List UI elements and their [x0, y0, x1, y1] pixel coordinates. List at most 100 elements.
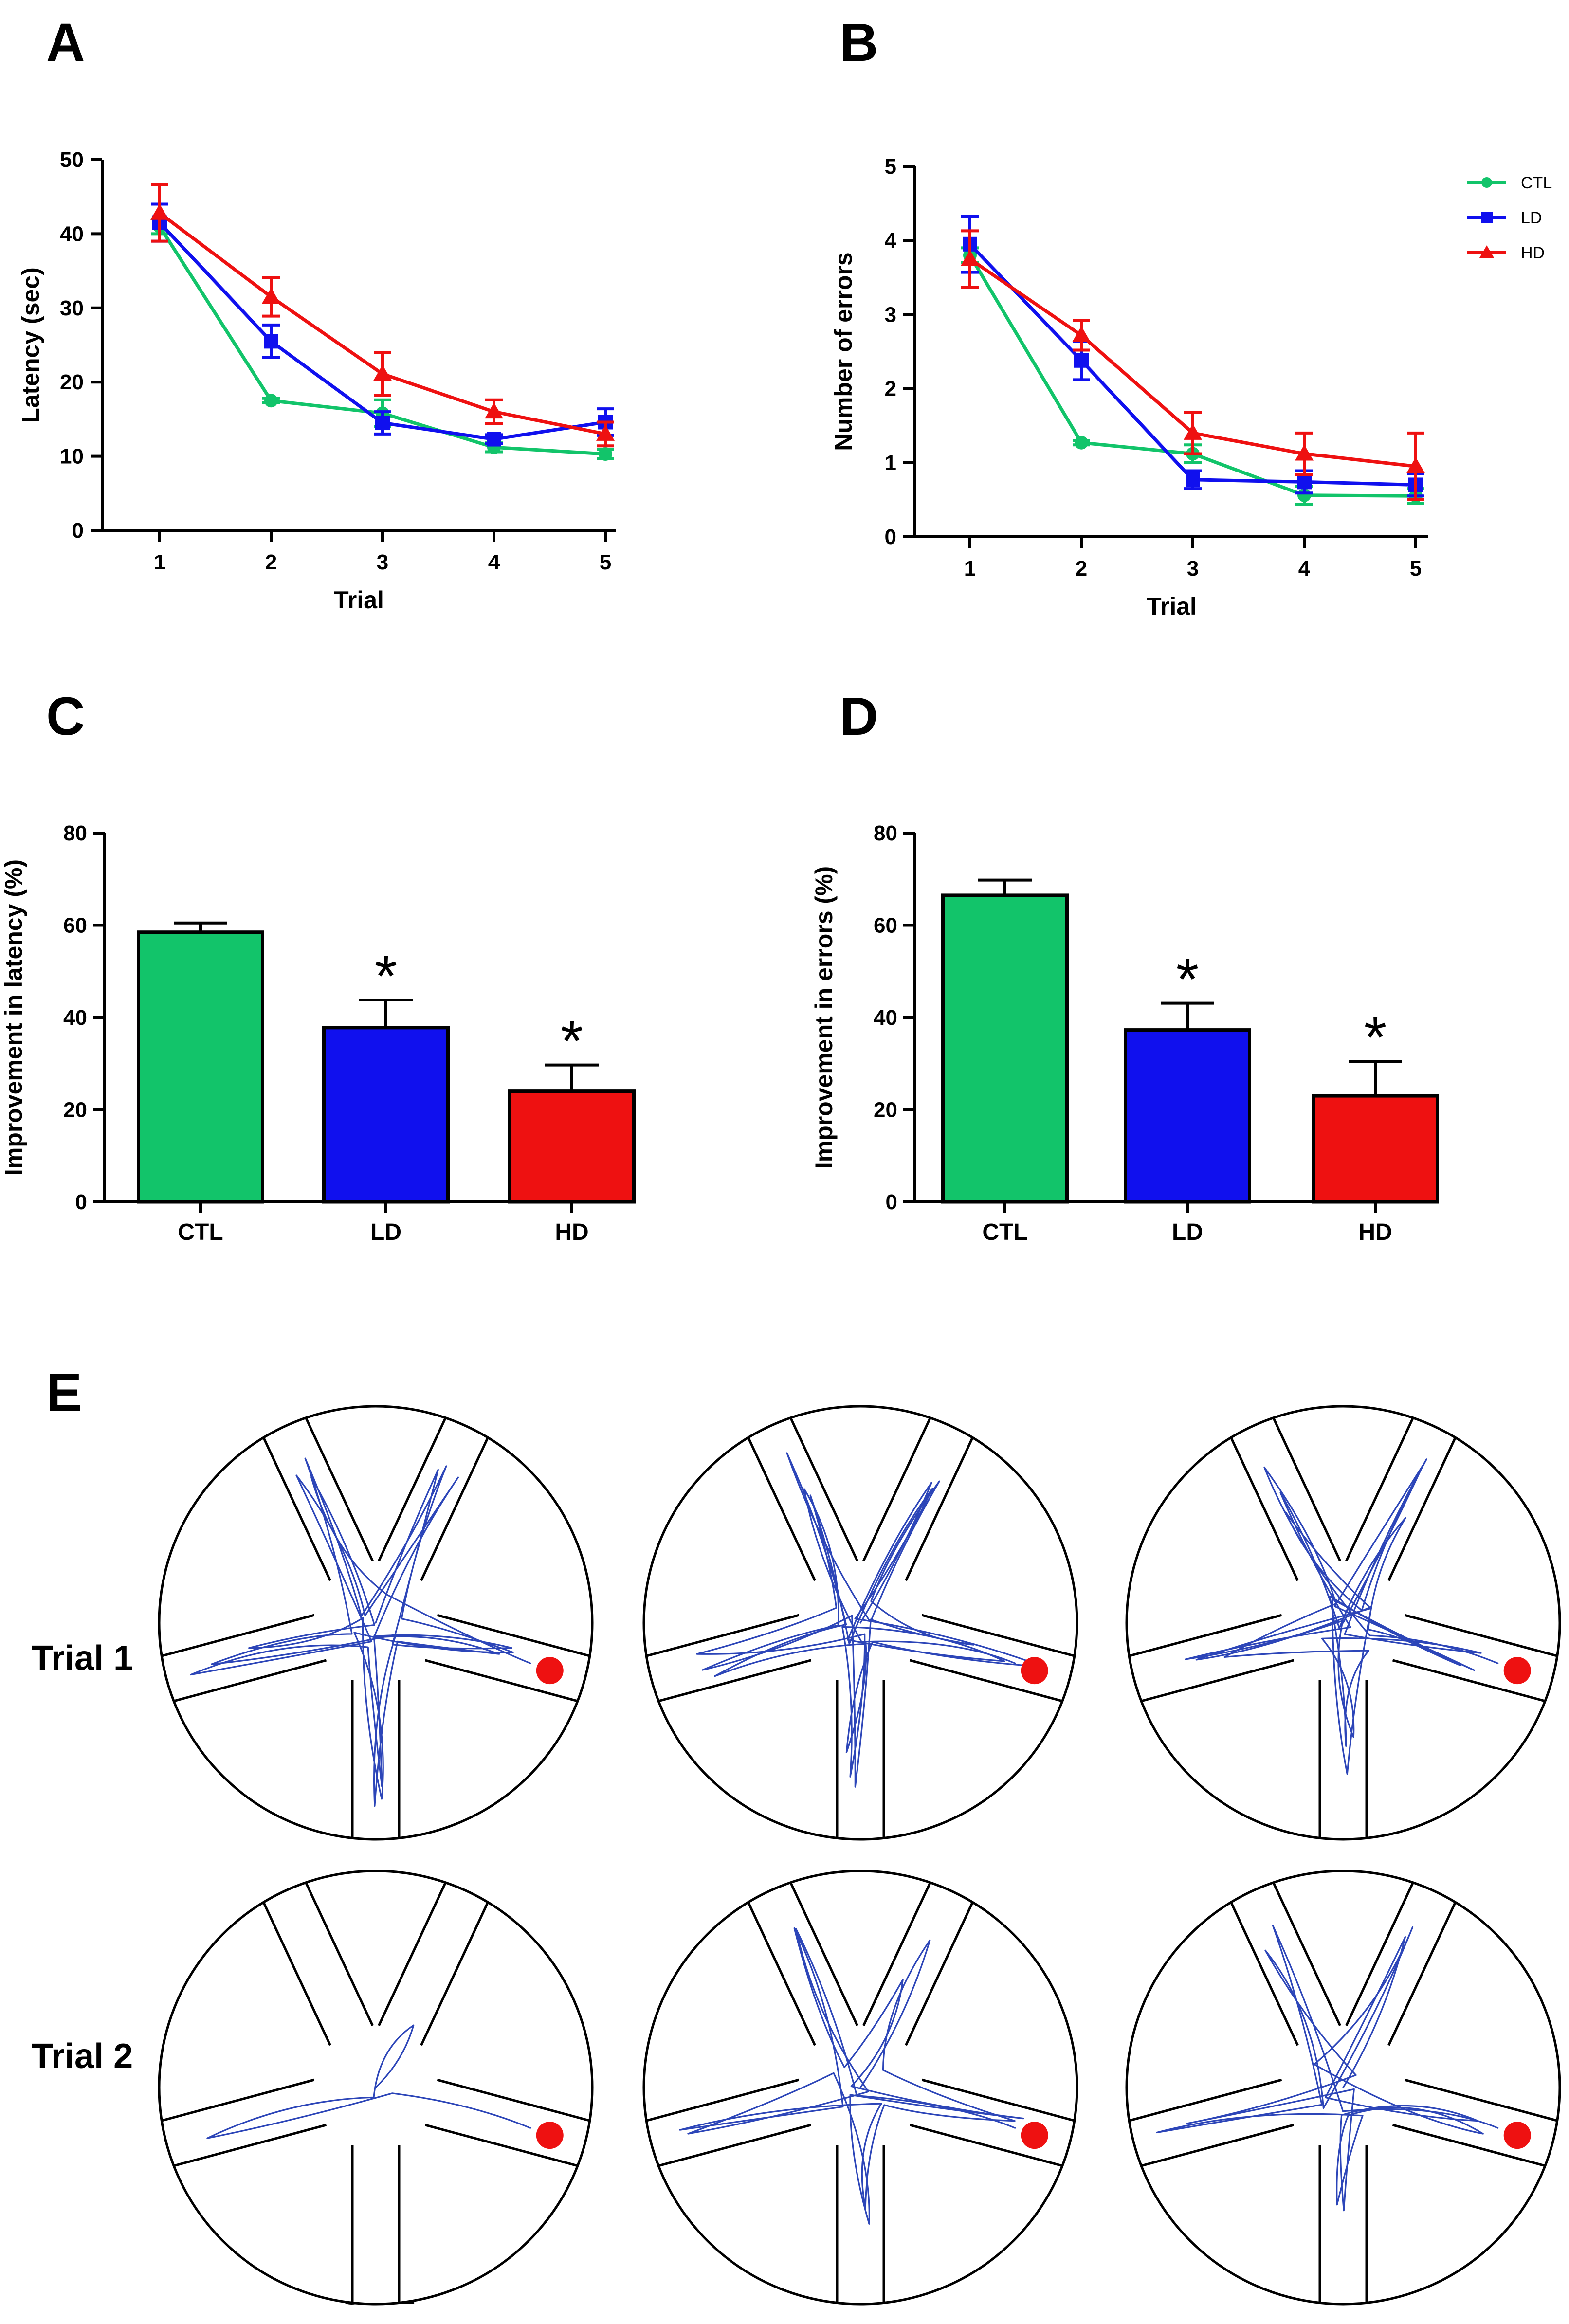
y-axis-title: Latency (sec) — [17, 267, 44, 423]
x-tick-label: 2 — [265, 550, 277, 574]
maze-track-panel: Trial 1 Trial 2 CTL LD HD — [32, 1405, 1561, 2313]
maze-arm-wall — [424, 2124, 578, 2167]
maze-arm-wall — [1392, 1659, 1546, 1703]
x-tick-label: 2 — [1076, 557, 1087, 581]
maze-arm-wall — [1129, 1614, 1282, 1657]
axes: 0 10 20 30 40 50 1 2 3 4 5 Trial Latency (sec) — [17, 148, 616, 614]
maze-r2-ctl — [158, 1870, 594, 2306]
y-tick-label: 40 — [60, 222, 84, 246]
legend-marker-ctl — [1481, 177, 1492, 188]
y-tick-label: 20 — [63, 1098, 87, 1122]
maze-arm-wall — [646, 2078, 800, 2122]
significance-star: * — [1364, 1005, 1387, 1070]
data-point-ctl — [264, 394, 278, 408]
bar-ld — [322, 1026, 450, 1204]
data-point-ld — [1074, 353, 1089, 368]
chart-b-errors: 0 1 2 3 4 5 1 2 3 4 5 Trial Number of errors CTL LD HD — [830, 155, 1552, 620]
bar-ctl — [137, 930, 264, 1204]
data-point-hd — [262, 287, 280, 304]
row-label-trial-1: Trial 1 — [32, 1639, 133, 1678]
maze-arm-wall — [905, 1437, 974, 1581]
legend-marker-hd — [1479, 245, 1494, 258]
y-tick-label: 20 — [60, 370, 84, 394]
mouse-track-path — [1185, 1458, 1499, 1775]
mouse-track-path — [190, 1457, 531, 1807]
y-tick-label: 0 — [885, 525, 896, 549]
x-tick-label: 3 — [377, 550, 388, 574]
y-tick-label: 20 — [874, 1098, 897, 1122]
maze-arm-wall — [747, 1437, 816, 1581]
y-tick-label: 0 — [72, 519, 84, 543]
maze-arm-wall — [921, 2078, 1075, 2122]
maze-arm-wall — [1272, 1882, 1341, 2026]
maze-arm-wall — [1404, 2078, 1558, 2122]
maze-r1-ctl — [158, 1405, 594, 1841]
bar-group-hd: HD * — [508, 1009, 636, 1245]
y-tick-label: 40 — [63, 1006, 87, 1030]
maze-arm-wall — [378, 1417, 447, 1561]
goal-target-dot — [1021, 2122, 1048, 2149]
legend-marker-ld — [1481, 212, 1493, 223]
y-tick-label: 2 — [885, 377, 896, 401]
data-point-ld — [264, 334, 278, 349]
y-tick-label: 4 — [885, 229, 897, 253]
chart-a-latency: 0 10 20 30 40 50 1 2 3 4 5 Trial Latency (sec) — [17, 148, 616, 614]
maze-arm-wall — [646, 1614, 800, 1657]
axes: 0 1 2 3 4 5 1 2 3 4 5 Trial Number of errors — [830, 155, 1428, 620]
data-point-hd — [1406, 457, 1425, 473]
y-tick-label: 1 — [885, 451, 896, 475]
y-tick-label: 60 — [63, 914, 87, 938]
bar-ld — [1124, 1028, 1251, 1204]
maze-r1-ld — [642, 1405, 1078, 1841]
maze-arm-wall — [1230, 1437, 1299, 1581]
mouse-track-path — [696, 1452, 1045, 1788]
data-point-hd — [1184, 423, 1202, 440]
y-tick-label: 0 — [886, 1190, 897, 1214]
maze-arm-wall — [658, 2124, 812, 2167]
maze-arm-wall — [420, 1902, 489, 2046]
x-tick-label: HD — [1358, 1219, 1392, 1245]
y-tick-label: 80 — [63, 821, 87, 845]
y-tick-label: 3 — [885, 303, 896, 327]
series-ctl — [961, 246, 1424, 506]
maze-arm-wall — [161, 2078, 315, 2122]
x-tick-label: 5 — [600, 550, 611, 574]
x-tick-label: 3 — [1187, 557, 1199, 581]
maze-arm-wall — [437, 2078, 590, 2122]
maze-arm-wall — [262, 1902, 331, 2046]
maze-arm-wall — [909, 2124, 1063, 2167]
y-axis-title: Improvement in latency (%) — [0, 859, 27, 1176]
maze-arm-wall — [1387, 1437, 1457, 1581]
maze-arm-wall — [1129, 2078, 1282, 2122]
maze-arm-wall — [424, 1659, 578, 1703]
maze-arm-wall — [905, 1902, 974, 2046]
panel-letter-c: C — [46, 687, 85, 746]
legend-label-ld: LD — [1521, 209, 1542, 227]
maze-arm-wall — [305, 1417, 374, 1561]
goal-target-dot — [536, 1657, 564, 1685]
data-point-hd — [1072, 326, 1091, 343]
panel-letter-e: E — [46, 1363, 82, 1423]
maze-arm-wall — [437, 1614, 590, 1657]
bar-group-ctl: CTL — [941, 878, 1069, 1245]
chart-c-latency-improvement: 0 20 40 60 80 Improvement in latency (%) CTL LD… — [0, 821, 636, 1245]
data-point-ctl — [1075, 436, 1088, 450]
maze-r1-hd — [1125, 1405, 1561, 1841]
x-tick-label: 4 — [488, 550, 500, 574]
y-tick-label: 80 — [874, 821, 897, 845]
bar-group-ld: LD * — [1124, 947, 1251, 1245]
x-axis-title: Trial — [334, 586, 384, 614]
maze-arm-wall — [305, 1882, 374, 2026]
maze-arm-wall — [420, 1437, 489, 1581]
maze-arm-wall — [1141, 1659, 1295, 1703]
data-point-ld — [375, 416, 390, 431]
mouse-track-path — [1156, 1925, 1499, 2212]
y-tick-label: 5 — [885, 155, 896, 179]
data-point-ld — [487, 432, 501, 447]
maze-r2-hd — [1125, 1870, 1561, 2306]
maze-arm-wall — [921, 1614, 1075, 1657]
legend-label-hd: HD — [1521, 244, 1545, 262]
maze-arm-wall — [789, 1417, 858, 1561]
legend: CTL LD HD — [1467, 174, 1552, 262]
